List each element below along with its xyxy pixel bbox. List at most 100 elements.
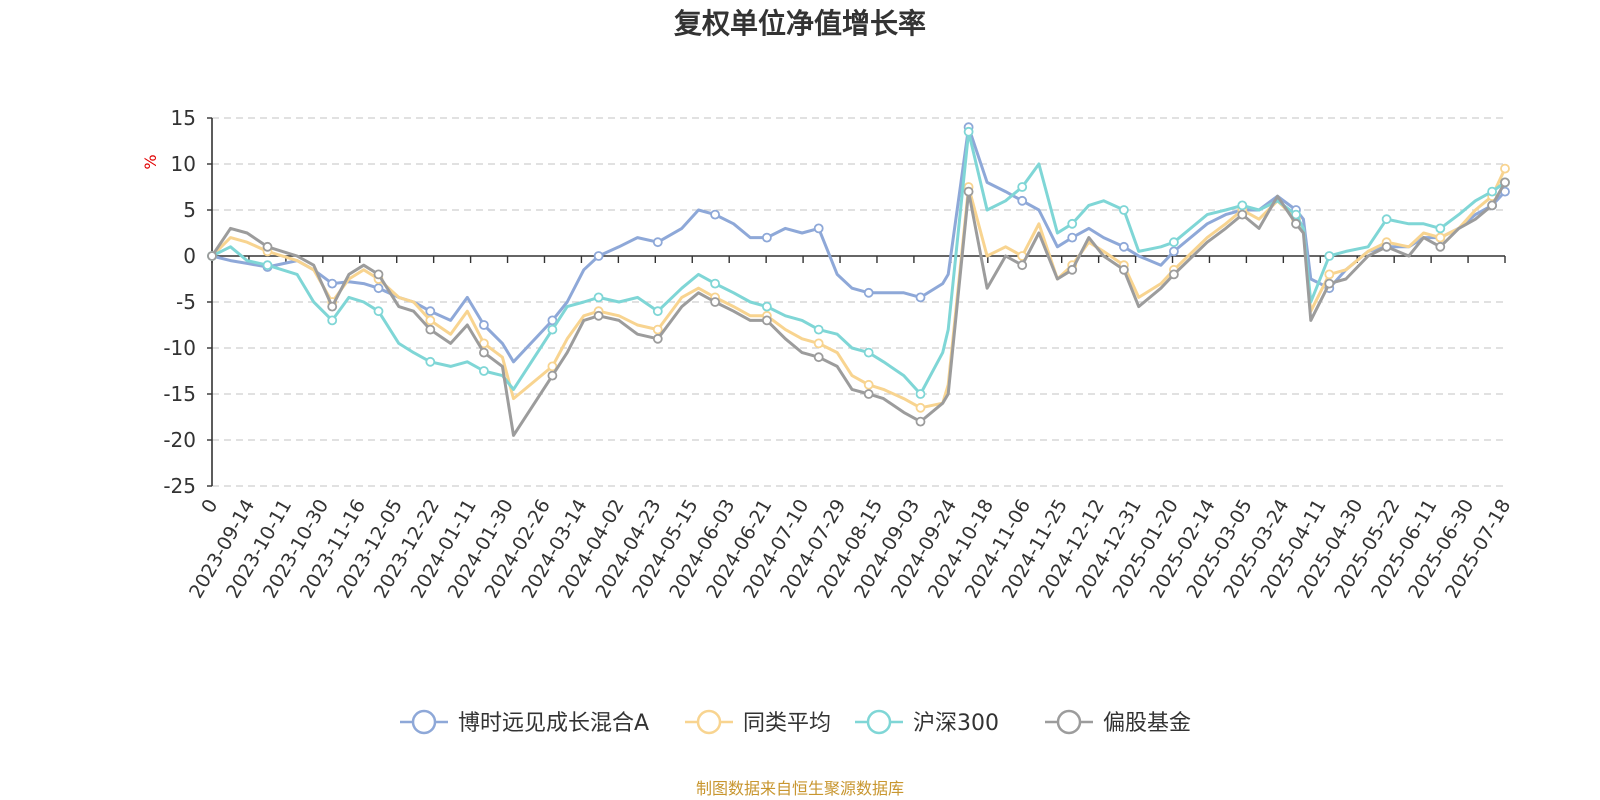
data-point-marker	[652, 333, 663, 344]
data-point-marker	[207, 251, 217, 261]
data-point-marker	[1017, 195, 1028, 206]
x-tick-label: 0	[197, 496, 222, 517]
data-point-marker	[1169, 269, 1179, 280]
data-point-marker	[327, 301, 338, 312]
data-point-marker	[1500, 177, 1510, 188]
data-point-marker	[262, 241, 273, 252]
series-lines	[207, 122, 1510, 437]
data-point-marker	[813, 338, 824, 349]
data-point-marker	[1169, 246, 1179, 257]
series-2	[207, 126, 1510, 399]
series-1	[207, 163, 1510, 413]
data-point-marker	[762, 315, 772, 326]
data-point-marker	[1435, 223, 1446, 234]
legend-item[interactable]: 偏股基金	[1045, 709, 1191, 736]
data-point-marker	[478, 347, 489, 358]
data-point-marker	[1291, 218, 1301, 229]
data-point-marker	[652, 306, 663, 317]
data-point-marker	[1237, 200, 1248, 211]
data-point-marker	[710, 297, 720, 307]
data-point-marker	[915, 292, 926, 303]
y-tick-label: 0	[183, 244, 196, 268]
data-point-marker	[1067, 218, 1078, 229]
y-tick-labels: 15 10 5 0 -5 -10 -15 -20 -25	[163, 106, 196, 498]
legend[interactable]: 博时远见成长混合A 同类平均 沪深300 偏股基金	[400, 709, 1191, 736]
data-point-marker	[425, 306, 436, 317]
series-0	[207, 122, 1510, 364]
data-point-marker	[327, 315, 338, 326]
data-point-marker	[478, 366, 489, 376]
data-point-marker	[652, 324, 663, 335]
source-note: 制图数据来自恒生聚源数据库	[696, 779, 904, 798]
data-point-marker	[1324, 278, 1335, 289]
data-point-marker	[915, 416, 926, 427]
legend-item[interactable]: 沪深300	[855, 709, 999, 736]
data-point-marker	[262, 260, 273, 271]
legend-marker	[866, 709, 892, 735]
legend-marker	[411, 709, 437, 735]
data-point-marker	[593, 292, 604, 303]
data-point-marker	[1487, 200, 1497, 211]
legend-label: 博时远见成长混合A	[458, 711, 649, 736]
chart-title: 复权单位净值增长率	[674, 7, 926, 40]
data-point-marker	[1381, 241, 1392, 252]
data-point-marker	[863, 287, 874, 298]
legend-label: 同类平均	[743, 711, 831, 736]
data-point-marker	[1435, 241, 1446, 252]
data-point-marker	[1324, 269, 1335, 280]
data-point-marker	[963, 186, 974, 197]
data-point-marker	[1237, 209, 1248, 220]
data-point-marker	[478, 320, 489, 330]
data-point-marker	[373, 306, 384, 317]
y-tick-label: -25	[163, 474, 196, 498]
y-tick-label: -20	[163, 428, 196, 452]
x-tick-labels: 02023-09-142023-10-112023-10-302023-11-1…	[185, 495, 1515, 602]
data-point-marker	[710, 278, 720, 289]
series-3	[207, 177, 1510, 437]
data-point-marker	[915, 402, 926, 413]
data-point-marker	[813, 324, 824, 335]
data-point-marker	[547, 370, 558, 381]
data-point-marker	[762, 301, 772, 312]
data-point-marker	[1119, 264, 1129, 275]
data-point-marker	[1435, 232, 1446, 243]
series-line	[210, 130, 1507, 396]
data-point-marker	[863, 379, 874, 390]
data-point-marker	[915, 389, 926, 399]
y-tick-label: 10	[171, 152, 196, 176]
data-point-marker	[1017, 182, 1028, 192]
data-point-marker	[1291, 209, 1301, 220]
data-point-marker	[652, 237, 663, 248]
data-point-marker	[1119, 241, 1129, 252]
y-tick-label: -5	[176, 290, 196, 314]
data-point-marker	[1119, 205, 1129, 215]
data-point-marker	[863, 347, 874, 358]
data-point-marker	[963, 126, 974, 137]
data-point-marker	[425, 315, 436, 326]
data-point-marker	[813, 223, 824, 234]
y-tick-label: -10	[163, 336, 196, 360]
legend-marker	[696, 709, 722, 735]
data-point-marker	[1381, 214, 1392, 225]
data-point-marker	[1487, 186, 1497, 197]
data-point-marker	[1169, 237, 1179, 248]
y-axis-unit-label: %	[141, 154, 160, 169]
data-point-marker	[813, 352, 824, 363]
data-point-marker	[327, 278, 338, 289]
series-line	[210, 125, 1507, 364]
legend-marker	[1056, 709, 1082, 735]
series-line	[210, 180, 1507, 437]
data-point-marker	[1324, 251, 1335, 261]
legend-item[interactable]: 同类平均	[685, 709, 831, 736]
data-point-marker	[593, 310, 604, 321]
data-point-marker	[593, 251, 604, 261]
legend-item[interactable]: 博时远见成长混合A	[400, 709, 649, 736]
data-point-marker	[373, 283, 384, 294]
data-point-marker	[425, 324, 436, 335]
legend-label: 偏股基金	[1103, 711, 1191, 736]
data-point-marker	[1067, 264, 1078, 275]
series-line	[210, 167, 1507, 410]
data-point-marker	[425, 356, 436, 367]
data-point-marker	[1017, 260, 1028, 271]
